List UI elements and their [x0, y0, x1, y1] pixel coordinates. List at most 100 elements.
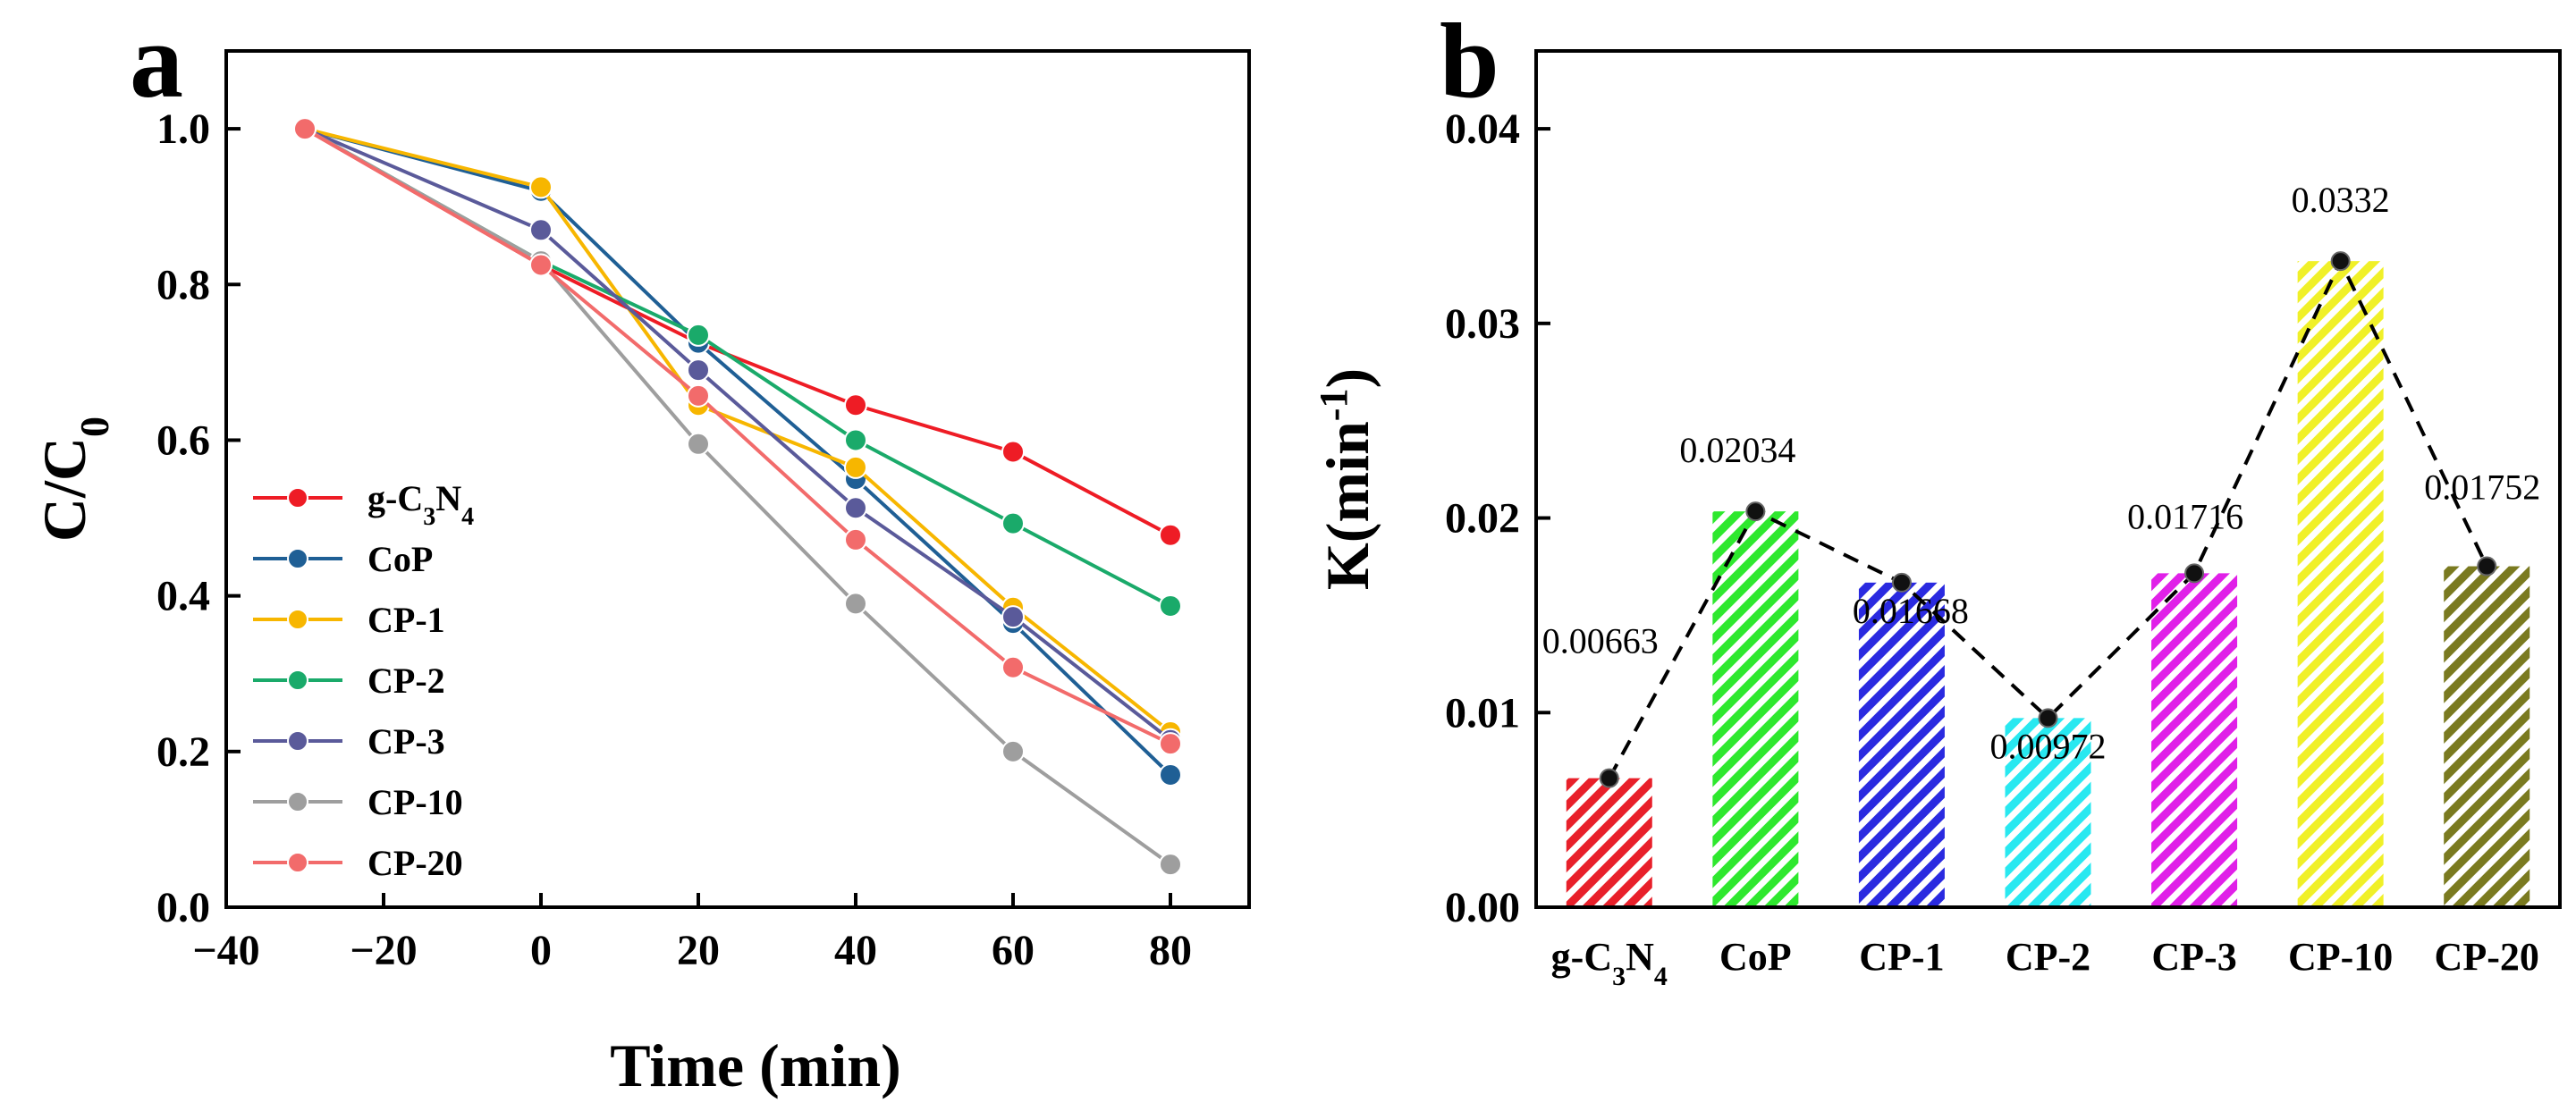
y-tick-label-a: 0.4 [156, 573, 210, 620]
data-point-cp-10 [687, 432, 710, 456]
data-point-cp-10 [1159, 853, 1182, 877]
plot-frame-a [224, 49, 1251, 909]
legend-item-cp-1: CP-1 [253, 600, 445, 640]
data-point-cp-3 [1001, 605, 1025, 629]
trend-point-cp-1 [1891, 572, 1912, 593]
y-tick-label-a: 0.0 [156, 884, 210, 931]
legend-marker [287, 609, 308, 630]
bars-group-b [1566, 261, 2530, 907]
series-line-cop [304, 127, 1172, 777]
legend-marker [287, 548, 308, 569]
y-tick-label-a: 0.6 [156, 417, 210, 464]
legend-marker [287, 791, 308, 812]
trend-point-cop [1745, 501, 1766, 522]
y-axis-a: 0.0 0.2 0.4 0.6 0.8 1.0 [156, 105, 241, 931]
data-point-g-c3n4 [1001, 440, 1025, 464]
value-label-g-c3n4: 0.00663 [1542, 621, 1659, 661]
value-label-cp-20: 0.01752 [2424, 467, 2540, 508]
category-label-cp-2: CP-2 [2006, 935, 2090, 979]
data-point-cp-1 [844, 455, 867, 479]
x-tick-label-a: 40 [834, 927, 877, 974]
data-point-cp-3 [844, 496, 867, 520]
bar-cp-2 [2005, 718, 2091, 907]
x-tick-label-a: 20 [677, 927, 720, 974]
data-point-cp-20 [687, 383, 710, 408]
data-point-cp-3 [687, 358, 710, 383]
data-point-cp-10 [844, 592, 867, 616]
data-point-cp-2 [687, 323, 710, 347]
bar-g-c3n4 [1566, 778, 1652, 907]
trend-point-cp-3 [2184, 563, 2205, 584]
legend-marker [287, 669, 308, 691]
category-label-cop: CoP [1719, 935, 1792, 979]
series-cp-10 [293, 117, 1182, 877]
bar-cp-10 [2297, 261, 2384, 907]
legend-label: CP-10 [367, 782, 463, 822]
legend-label: CoP [367, 539, 433, 579]
bar-cp-20 [2444, 566, 2530, 907]
legend-item-cp-2: CP-2 [253, 661, 445, 701]
x-axis-categories-b: g-C3N4 CoP CP-1 CP-2 CP-3 CP-10 CP-20 [1551, 935, 2539, 991]
y-tick-label-b: 0.02 [1445, 495, 1520, 543]
y-tick-label-b: 0.01 [1445, 689, 1520, 736]
series-line-cp-3 [304, 127, 1172, 742]
x-tick-label-a: 60 [992, 927, 1035, 974]
dashed-trend-line-b [1599, 251, 2497, 788]
y-tick-label-a: 1.0 [156, 105, 210, 153]
trend-point-cp-10 [2330, 251, 2351, 272]
data-point-cp-2 [1159, 593, 1182, 618]
y-tick-label-a: 0.8 [156, 261, 210, 308]
series-line-cp-10 [304, 127, 1172, 866]
category-label-cp-20: CP-20 [2435, 935, 2539, 979]
series-cp-20 [293, 117, 1182, 756]
legend-marker [287, 852, 308, 873]
x-tick-label-a: 80 [1149, 927, 1192, 974]
legend-marker [287, 487, 308, 509]
legend-item-cp-20: CP-20 [253, 843, 463, 883]
y-axis-b: 0.00 0.01 0.02 0.03 0.04 [1445, 105, 1550, 931]
trend-point-cp-20 [2477, 556, 2497, 577]
panel-label-a: a [130, 1, 183, 120]
value-label-cp-3: 0.01716 [2127, 496, 2243, 536]
legend-item-cp-10: CP-10 [253, 782, 463, 822]
x-tick-label-a: −20 [350, 927, 417, 974]
category-label-g-c3n4: g-C3N4 [1551, 935, 1668, 991]
y-axis-title-a: C/C0 [30, 417, 117, 542]
trend-point-g-c3n4 [1599, 768, 1619, 788]
value-label-cp-2: 0.00972 [1990, 726, 2107, 766]
data-point-cp-20 [529, 253, 553, 277]
legend-item-cp-3: CP-3 [253, 721, 445, 762]
data-point-cp-20 [1159, 732, 1182, 756]
category-label-cp-10: CP-10 [2288, 935, 2393, 979]
data-point-g-c3n4 [1159, 523, 1182, 547]
plot-frame-b [1534, 49, 2562, 909]
y-tick-label-b: 0.04 [1445, 105, 1520, 153]
bar-cp-1 [1858, 582, 1945, 907]
legend-label: CP-3 [367, 721, 445, 762]
series-line-cp-1 [304, 127, 1172, 734]
series-line-cp-20 [304, 127, 1171, 745]
category-label-cp-1: CP-1 [1859, 935, 1944, 979]
data-point-cp-20 [844, 527, 867, 551]
y-tick-label-b: 0.03 [1445, 300, 1520, 348]
legend-item-g-c3n4: g-C3N4 [253, 478, 474, 531]
x-tick-label-a: −40 [192, 927, 259, 974]
y-tick-label-a: 0.2 [156, 728, 210, 776]
legend-item-cop: CoP [253, 539, 433, 579]
legend-a: g-C3N4 CoP CP-1 CP-2 CP-3 CP-10 CP-20 [253, 478, 474, 883]
x-axis-title-a: Time (min) [610, 1031, 901, 1099]
data-point-cp-1 [529, 175, 553, 199]
y-tick-label-b: 0.00 [1445, 884, 1520, 931]
bar-cp-3 [2151, 573, 2238, 907]
category-label-cp-3: CP-3 [2151, 935, 2236, 979]
x-axis-a: −40 −20 0 20 40 60 80 [192, 893, 1192, 974]
data-point-g-c3n4 [844, 393, 867, 417]
value-label-cp-1: 0.01668 [1853, 591, 1969, 631]
data-point-cp-2 [1001, 511, 1025, 535]
legend-marker [287, 730, 308, 752]
data-point-cp-2 [844, 428, 867, 452]
data-point-cp-20 [1001, 655, 1025, 679]
trend-point-cp-2 [2038, 708, 2058, 728]
value-label-cop: 0.02034 [1679, 430, 1795, 470]
